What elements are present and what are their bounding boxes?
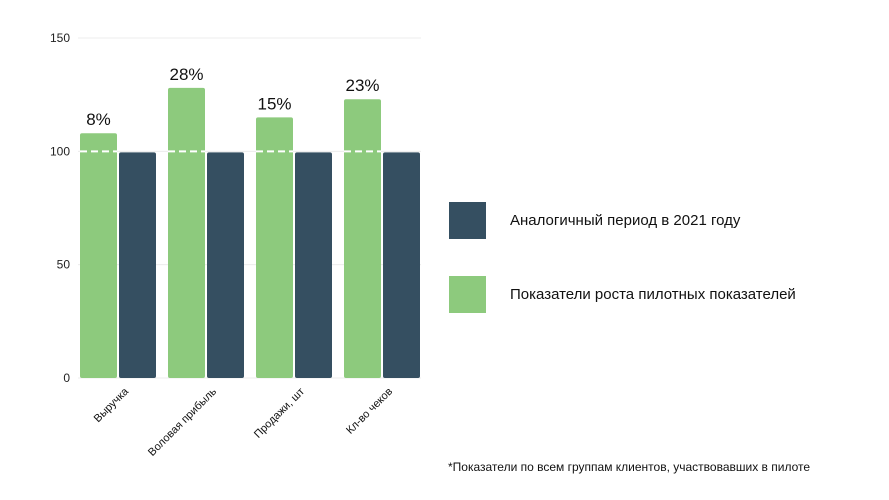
legend-label-2021: Аналогичный период в 2021 году [510, 212, 741, 229]
bar-pilot [344, 99, 381, 378]
bar-pilot [256, 117, 293, 378]
x-tick-label: Кл-во чеков [344, 386, 395, 437]
legend-label-pilot: Показатели роста пилотных показателей [510, 286, 796, 303]
y-tick-label: 150 [50, 31, 70, 45]
bar-2021 [295, 152, 332, 378]
legend-item-pilot: Показатели роста пилотных показателей [449, 276, 796, 313]
bar-pilot [80, 133, 117, 378]
data-label: 28% [169, 65, 203, 84]
y-tick-label: 100 [50, 144, 70, 158]
x-tick-label: Продажи, шт [252, 386, 307, 441]
bar-2021 [119, 152, 156, 378]
y-tick-label: 50 [57, 258, 71, 272]
legend-item-2021: Аналогичный период в 2021 году [449, 202, 740, 239]
data-label: 8% [86, 110, 111, 129]
footnote: *Показатели по всем группам клиентов, уч… [448, 460, 811, 474]
legend-swatch-green [449, 276, 486, 313]
bar-2021 [383, 152, 420, 378]
data-label: 23% [345, 76, 379, 95]
x-tick-label: Воловая прибыль [146, 385, 219, 458]
bar-pilot [168, 87, 205, 378]
legend-swatch-dark [449, 202, 486, 239]
x-tick-label: Выручка [92, 385, 132, 425]
bar-2021 [207, 152, 244, 378]
y-tick-label: 0 [63, 371, 70, 385]
data-label: 15% [257, 94, 291, 113]
